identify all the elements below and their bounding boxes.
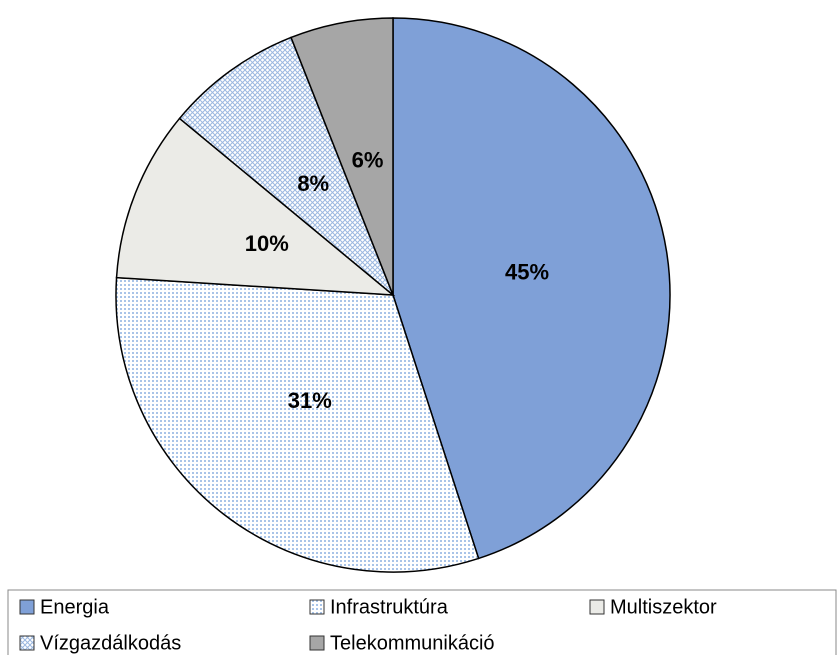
pie-slice bbox=[392, 17, 671, 560]
data-label: 8% bbox=[297, 171, 329, 196]
pie-slice bbox=[115, 117, 396, 296]
pie-slice bbox=[115, 276, 480, 573]
legend-label: Energia bbox=[40, 596, 110, 618]
legend-swatch bbox=[19, 599, 35, 615]
legend-swatch bbox=[309, 599, 325, 615]
legend-label: Infrastruktúra bbox=[330, 596, 449, 618]
data-label: 31% bbox=[288, 388, 332, 413]
pie-slice bbox=[178, 36, 394, 296]
legend-label: Telekommunikáció bbox=[330, 632, 495, 654]
data-label: 45% bbox=[505, 260, 549, 285]
data-label: 10% bbox=[245, 231, 289, 256]
legend-swatch bbox=[19, 635, 35, 651]
pie-slice bbox=[290, 17, 394, 296]
legend-swatch bbox=[309, 635, 325, 651]
legend-label: Vízgazdálkodás bbox=[40, 632, 181, 654]
legend-label: Multiszektor bbox=[610, 596, 717, 618]
data-label: 6% bbox=[352, 147, 384, 172]
legend-swatch bbox=[589, 599, 605, 615]
legend-box bbox=[7, 589, 837, 655]
